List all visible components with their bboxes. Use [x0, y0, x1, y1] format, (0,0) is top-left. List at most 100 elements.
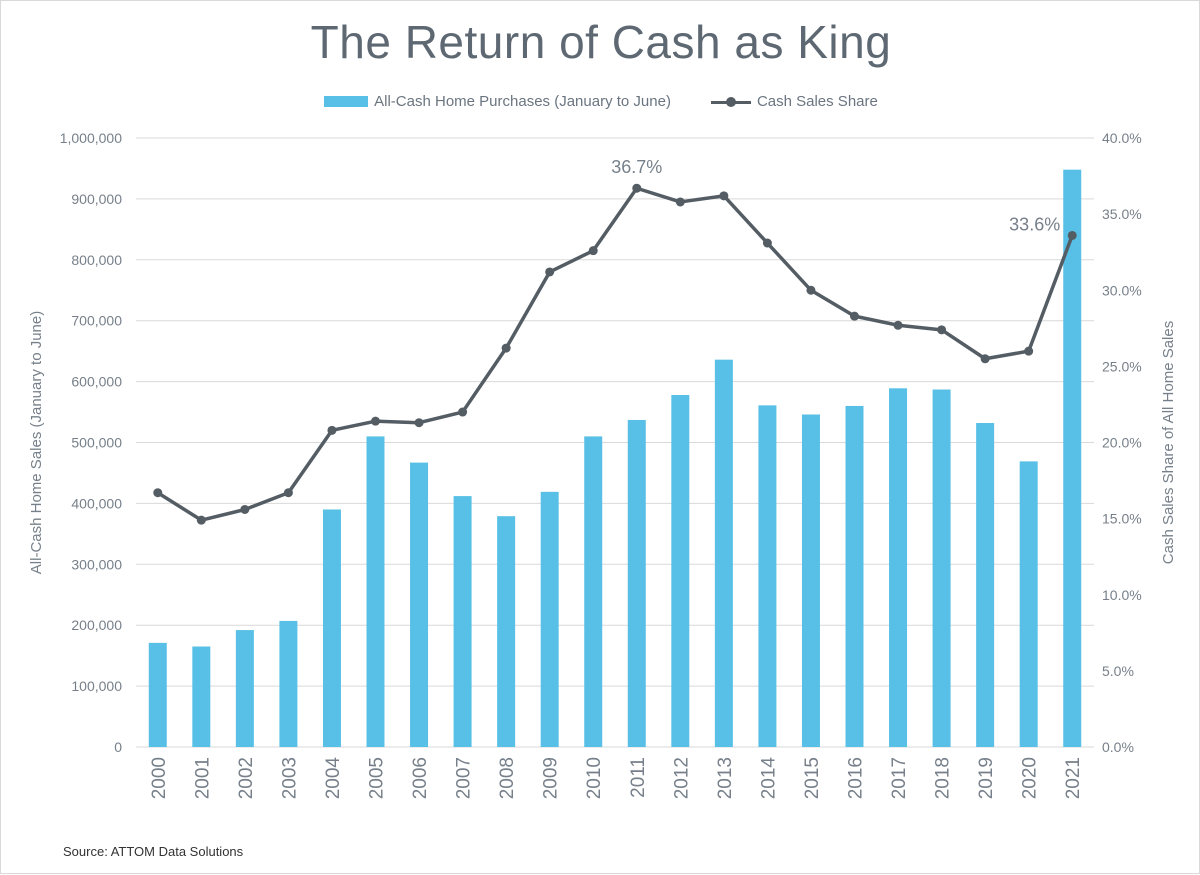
y-tick-label: 300,000: [71, 556, 122, 572]
line-point-2013: [719, 191, 729, 201]
legend-bar-swatch: [324, 96, 369, 107]
line-point-2019: [980, 354, 990, 364]
bar-2014: [758, 405, 777, 747]
line-point-2011: [632, 183, 642, 193]
x-tick-label: 2013: [715, 757, 736, 799]
data-label-2021: 33.6%: [1009, 214, 1060, 234]
line-point-2010: [588, 246, 598, 256]
bar-2016: [845, 405, 864, 747]
y-tick-label: 200,000: [71, 617, 122, 633]
y-tick-label: 100,000: [71, 678, 122, 694]
y-tick-label: 800,000: [71, 252, 122, 268]
x-tick-label: 2015: [802, 757, 823, 799]
line-point-2004: [327, 425, 337, 435]
x-tick-label: 2019: [976, 757, 997, 799]
legend-line-marker: [725, 96, 736, 107]
x-tick-label: 2009: [541, 757, 562, 799]
x-tick-label: 2006: [410, 757, 431, 799]
bar-2021: [1063, 169, 1082, 748]
bar-2020: [1019, 461, 1038, 747]
line-point-2017: [893, 320, 903, 330]
x-tick-label: 2014: [758, 757, 779, 800]
line-point-2012: [675, 197, 685, 207]
bar-2010: [584, 436, 603, 747]
source-note: Source: ATTOM Data Solutions: [63, 844, 244, 859]
y2-tick-label: 40.0%: [1102, 130, 1142, 146]
bar-2006: [410, 462, 429, 747]
bar-2009: [540, 491, 559, 747]
x-tick-label: 2016: [846, 757, 867, 799]
bar-2012: [671, 394, 690, 747]
x-tick-label: 2012: [671, 757, 692, 799]
y2-tick-label: 0.0%: [1102, 739, 1134, 755]
y2-tick-label: 25.0%: [1102, 358, 1142, 374]
bar-2018: [932, 389, 951, 747]
x-tick-label: 2018: [933, 757, 954, 799]
line-point-2005: [371, 416, 380, 426]
line-point-2003: [283, 488, 293, 498]
legend-bar-label: All-Cash Home Purchases (January to June…: [374, 93, 671, 110]
bar-2008: [497, 516, 516, 747]
y2-tick-label: 15.0%: [1102, 511, 1142, 527]
x-tick-label: 2002: [236, 757, 257, 799]
line-point-2016: [850, 311, 859, 321]
y2-tick-label: 5.0%: [1102, 663, 1134, 679]
x-tick-label: 2008: [497, 757, 518, 799]
y-tick-label: 700,000: [71, 313, 122, 329]
line-point-2018: [937, 325, 947, 335]
line-point-2014: [762, 238, 772, 248]
bar-2004: [322, 509, 341, 747]
legend-item-line: Cash Sales Share: [710, 93, 878, 110]
bar-2000: [148, 642, 167, 747]
legend-line-label: Cash Sales Share: [756, 93, 878, 110]
x-tick-label: 2004: [323, 757, 344, 800]
bar-2017: [889, 388, 908, 747]
legend: All-Cash Home Purchases (January to June…: [1, 93, 1200, 110]
line-point-2015: [806, 285, 816, 295]
line-point-2021: [1067, 230, 1077, 240]
y-tick-label: 400,000: [71, 495, 122, 511]
chart-title: The Return of Cash as King: [310, 16, 892, 68]
legend-item-bars: All-Cash Home Purchases (January to June…: [324, 93, 671, 110]
bar-2015: [801, 414, 820, 747]
line-point-2006: [414, 418, 424, 428]
x-tick-label: 2020: [1020, 757, 1041, 799]
y2-tick-label: 30.0%: [1102, 282, 1142, 298]
x-tick-label: 2021: [1063, 757, 1084, 799]
y-tick-label: 900,000: [71, 191, 122, 207]
y2-tick-label: 35.0%: [1102, 206, 1142, 222]
bar-2003: [279, 620, 298, 747]
bar-2011: [627, 419, 646, 747]
x-tick-label: 2000: [149, 757, 170, 799]
y2-axis-title: Cash Sales Share of All Home Sales: [1160, 321, 1177, 564]
y-axis-title: All-Cash Home Sales (January to June): [28, 311, 45, 574]
x-tick-label: 2001: [192, 757, 213, 799]
line-point-2002: [240, 504, 250, 514]
y2-tick-label: 20.0%: [1102, 435, 1142, 451]
bar-2007: [453, 496, 472, 747]
cash-share-line: [156, 186, 1074, 522]
y-tick-label: 500,000: [71, 435, 122, 451]
x-tick-label: 2017: [889, 757, 910, 799]
y-tick-label: 0: [114, 739, 122, 755]
line-point-2001: [196, 515, 206, 525]
bar-2002: [235, 630, 254, 747]
y-tick-label: 1,000,000: [60, 130, 122, 146]
y-tick-label: 600,000: [71, 374, 122, 390]
data-label-2011: 36.7%: [611, 157, 662, 177]
line-point-2009: [545, 267, 555, 277]
line-point-2008: [501, 343, 511, 353]
x-tick-label: 2007: [454, 757, 475, 799]
line-point-2007: [458, 407, 468, 417]
x-tick-label: 2003: [279, 757, 300, 799]
legend-line-swatch: [710, 95, 751, 109]
x-tick-label: 2005: [367, 757, 388, 799]
x-tick-label: 2010: [584, 757, 605, 799]
line-point-2000: [153, 488, 163, 498]
bar-2001: [192, 646, 211, 747]
bar-2005: [366, 436, 385, 747]
line-point-2020: [1024, 346, 1034, 356]
bar-2019: [976, 423, 995, 747]
